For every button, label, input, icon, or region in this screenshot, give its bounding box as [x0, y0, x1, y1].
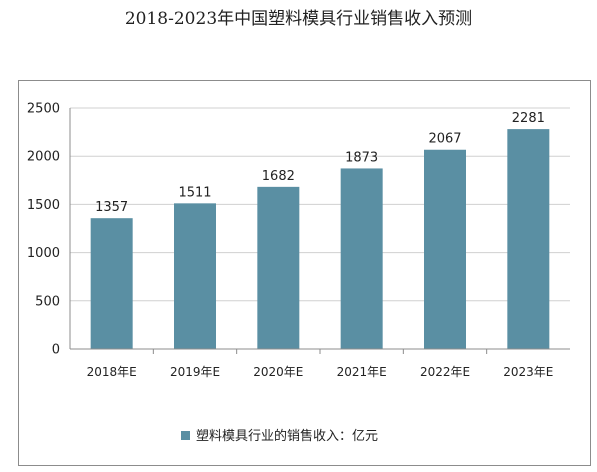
data-label-2021年E: 1873 [345, 150, 378, 165]
bar-2018年E [90, 218, 133, 349]
y-tick-label-1000: 1000 [27, 246, 60, 261]
data-label-2018年E: 1357 [95, 200, 128, 215]
y-tick-label-0: 0 [52, 343, 60, 358]
x-tick-label-2023年E: 2023年E [503, 365, 553, 379]
legend-swatch [181, 431, 190, 440]
y-axis: 0 500 1000 1500 2000 2500 [27, 102, 71, 358]
x-tick-label-2019年E: 2019年E [170, 365, 220, 379]
bar-2020年E [257, 186, 300, 349]
x-tick-label-2018年E: 2018年E [87, 365, 137, 379]
y-tick-label-2000: 2000 [27, 150, 60, 165]
data-labels: 1357 1511 1682 1873 2067 2281 [95, 111, 545, 215]
bar-2022年E [424, 149, 466, 349]
y-tick-label-1500: 1500 [27, 198, 60, 213]
y-tick-label-2500: 2500 [27, 102, 60, 117]
y-tick-label-500: 500 [35, 294, 60, 309]
data-label-2022年E: 2067 [428, 132, 461, 147]
data-label-2020年E: 1682 [262, 169, 295, 184]
legend-label: 塑料模具行业的销售收入：亿元 [196, 428, 378, 444]
x-tick-label-2021年E: 2021年E [337, 365, 387, 379]
bar-2019年E [174, 203, 216, 349]
chart-title: 2018-2023年中国塑料模具行业销售收入预测 [124, 9, 473, 29]
bar-2021年E [340, 168, 383, 349]
bar-2023年E [507, 129, 550, 349]
x-tick-label-2020年E: 2020年E [253, 365, 303, 379]
data-label-2019年E: 1511 [178, 185, 211, 200]
bars [90, 129, 550, 349]
x-axis: 2018年E 2019年E 2020年E 2021年E 2022年E 2023年E [70, 348, 570, 379]
legend: 塑料模具行业的销售收入：亿元 [181, 428, 378, 444]
data-label-2023年E: 2281 [512, 111, 545, 126]
gridlines [70, 107, 570, 302]
x-tick-label-2022年E: 2022年E [420, 365, 470, 379]
